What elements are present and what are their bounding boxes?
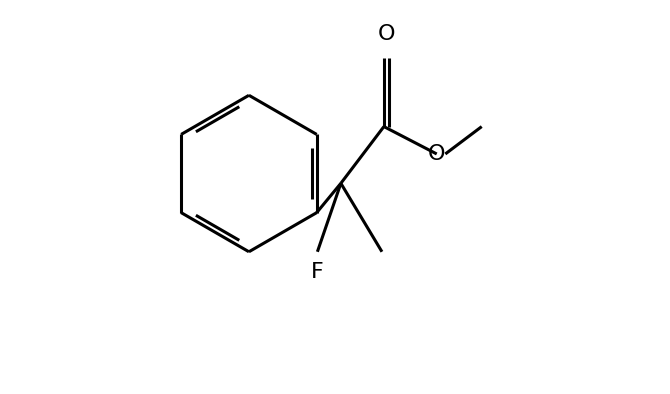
Text: O: O [378, 24, 395, 45]
Text: O: O [428, 144, 446, 164]
Text: F: F [311, 262, 324, 282]
